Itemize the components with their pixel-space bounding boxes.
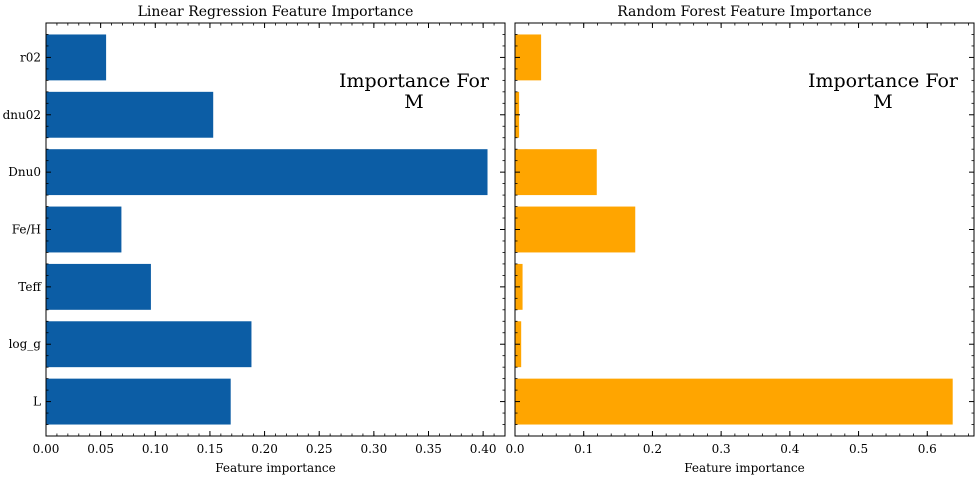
x-tick-label: 0.3	[712, 442, 731, 456]
x-tick-label: 0.5	[849, 442, 868, 456]
x-tick-label: 0.10	[142, 442, 169, 456]
bar-dnu0	[46, 149, 488, 196]
bar-fe-h	[46, 206, 122, 253]
bar-teff	[46, 263, 151, 310]
x-tick-label: 0.1	[574, 442, 593, 456]
bar-l	[46, 378, 231, 425]
x-tick-label: 0.25	[306, 442, 333, 456]
x-tick-label: 0.0	[505, 442, 524, 456]
y-tick-label: Fe/H	[12, 223, 41, 237]
x-tick-label: 0.30	[360, 442, 387, 456]
chart-title: Random Forest Feature Importance	[617, 4, 872, 20]
x-tick-label: 0.2	[643, 442, 662, 456]
x-axis-label: Feature importance	[215, 461, 336, 475]
bar-l	[515, 378, 953, 425]
annotation-line-2: M	[404, 91, 423, 113]
x-tick-label: 0.40	[470, 442, 497, 456]
annotation-line-2: M	[873, 91, 892, 113]
bar-r02	[46, 34, 107, 81]
x-tick-label: 0.6	[918, 442, 937, 456]
annotation-line-1: Importance For	[339, 70, 490, 92]
bar-fe-h	[515, 206, 636, 253]
y-tick-label: Teff	[18, 280, 42, 294]
chart-panel-2: Random Forest Feature Importance 0.0 0.1 0.…	[505, 4, 975, 475]
bar-dnu0	[515, 149, 597, 196]
chart-panel-1: Linear Regression Feature Importance 0.00…	[3, 4, 506, 475]
y-tick-label: log_g	[9, 337, 42, 351]
y-tick-label: L	[33, 395, 41, 409]
x-tick-label: 0.05	[87, 442, 114, 456]
bar-dnu02	[46, 91, 214, 138]
x-axis-label: Feature importance	[684, 461, 805, 475]
y-tick-label: r02	[20, 50, 41, 64]
x-tick-label: 0.20	[251, 442, 278, 456]
annotation-line-1: Importance For	[808, 70, 959, 92]
y-tick-label: Dnu0	[8, 165, 41, 179]
bar-log-g	[46, 321, 252, 368]
x-tick-label: 0.00	[33, 442, 60, 456]
x-tick-label: 0.35	[415, 442, 442, 456]
x-tick-label: 0.15	[197, 442, 224, 456]
chart-title: Linear Regression Feature Importance	[138, 4, 414, 20]
y-tick-label: dnu02	[3, 108, 41, 122]
x-tick-label: 0.4	[780, 442, 799, 456]
